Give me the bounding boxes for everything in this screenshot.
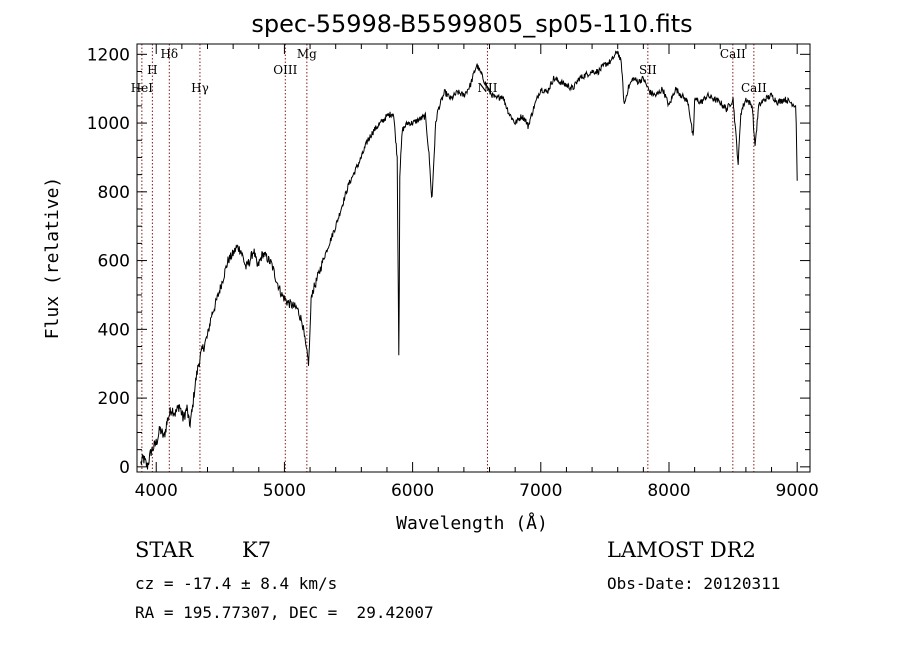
y-tick-label-4: 800 xyxy=(98,183,130,203)
x-axis-ticks: 4000 5000 6000 7000 8000 9000 xyxy=(135,44,819,501)
x-tick-label-5: 9000 xyxy=(776,481,819,501)
y-tick-label-3: 600 xyxy=(98,252,130,272)
chart-title: spec-55998-B5599805_sp05-110.fits xyxy=(251,10,692,38)
line-marker-label-5: Mg xyxy=(297,47,317,61)
x-axis-label: Wavelength (Å) xyxy=(396,512,548,534)
x-tick-label-0: 4000 xyxy=(135,481,178,501)
x-tick-label-2: 6000 xyxy=(391,481,434,501)
line-marker-label-0: HeI xyxy=(131,81,154,95)
spectral-line-markers xyxy=(141,44,755,472)
line-marker-label-7: SII xyxy=(639,63,657,77)
line-marker-label-9: CaII xyxy=(741,81,767,95)
x-tick-label-4: 8000 xyxy=(647,481,690,501)
object-subclass: K7 xyxy=(242,538,272,562)
redshift-value: cz = -17.4 ± 8.4 km/s xyxy=(135,574,338,593)
y-axis-label: Flux (relative) xyxy=(42,177,63,340)
line-marker-label-8: CaII xyxy=(720,47,746,61)
y-tick-label-2: 400 xyxy=(98,320,130,340)
survey-name: LAMOST DR2 xyxy=(607,538,756,562)
x-tick-label-1: 5000 xyxy=(263,481,306,501)
line-marker-label-4: OIII xyxy=(273,63,297,77)
y-tick-label-6: 1200 xyxy=(87,45,130,65)
y-axis-ticks: 0 200 400 600 800 1000 1200 xyxy=(87,45,810,478)
line-marker-label-1: H xyxy=(147,63,157,77)
line-marker-label-3: Hγ xyxy=(191,81,209,95)
observation-date: Obs-Date: 20120311 xyxy=(607,574,781,593)
y-tick-label-0: 0 xyxy=(119,458,130,478)
coordinates: RA = 195.77307, DEC = 29.42007 xyxy=(135,603,434,622)
y-tick-label-5: 1000 xyxy=(87,114,130,134)
spectrum-series-line xyxy=(140,50,798,470)
x-tick-label-3: 7000 xyxy=(519,481,562,501)
y-tick-label-1: 200 xyxy=(98,389,130,409)
line-marker-label-2: Hδ xyxy=(160,47,178,61)
object-class: STAR xyxy=(135,538,194,562)
plot-frame xyxy=(136,43,811,473)
